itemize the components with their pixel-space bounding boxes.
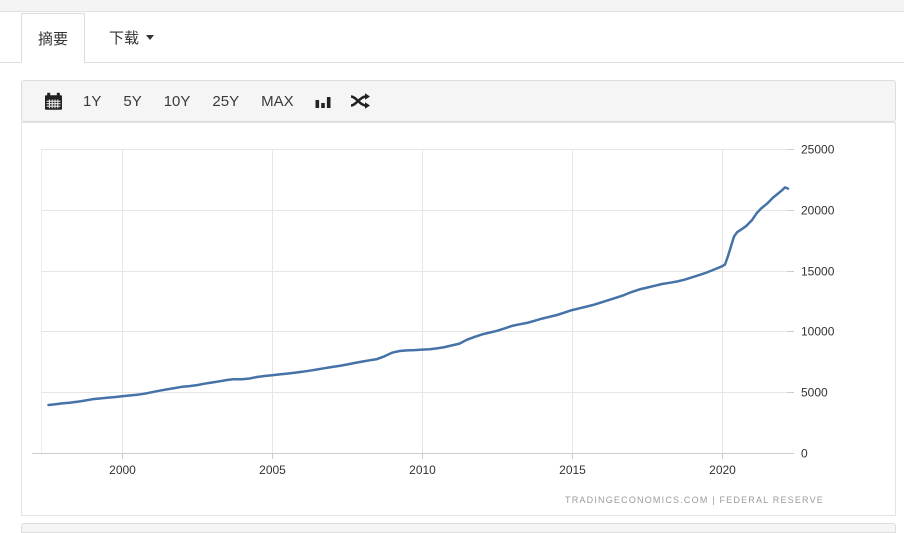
range-button-10y[interactable]: 10Y xyxy=(163,92,191,110)
svg-text:2000: 2000 xyxy=(109,463,136,477)
chart-toolbar: 1Y 5Y 10Y 25Y MAX xyxy=(21,80,896,122)
top-strip xyxy=(0,0,904,12)
line-chart[interactable]: 0 5000 10000 15000 20000 25000 2000 2005 2010 201… xyxy=(22,123,895,515)
chevron-down-icon xyxy=(146,35,155,40)
svg-text:2020: 2020 xyxy=(709,463,736,477)
calendar-icon xyxy=(44,92,63,111)
tab-summary-label: 摘要 xyxy=(37,31,68,48)
svg-text:2005: 2005 xyxy=(259,463,286,477)
bottom-strip xyxy=(21,523,896,533)
shuffle-icon xyxy=(350,92,371,110)
range-button-25y[interactable]: 25Y xyxy=(212,92,240,110)
range-button-5y[interactable]: 5Y xyxy=(123,92,142,110)
svg-text:2015: 2015 xyxy=(559,463,586,477)
range-button-max[interactable]: MAX xyxy=(261,92,294,110)
range-button-1y[interactable]: 1Y xyxy=(83,92,102,110)
svg-text:15000: 15000 xyxy=(801,265,835,279)
compare-button[interactable] xyxy=(341,81,380,121)
svg-text:10000: 10000 xyxy=(801,325,835,339)
svg-text:0: 0 xyxy=(801,447,808,461)
tab-download[interactable]: 下载 xyxy=(93,13,170,62)
tab-download-label: 下载 xyxy=(109,30,140,47)
svg-text:2010: 2010 xyxy=(409,463,436,477)
bar-chart-icon xyxy=(314,92,332,110)
chart-type-button[interactable] xyxy=(305,81,341,121)
svg-text:5000: 5000 xyxy=(801,386,828,400)
calendar-button[interactable] xyxy=(35,81,72,121)
chart-card: 0 5000 10000 15000 20000 25000 2000 2005 2010 201… xyxy=(21,122,896,516)
svg-text:20000: 20000 xyxy=(801,204,835,218)
tab-bar-divider xyxy=(0,62,904,63)
tab-summary[interactable]: 摘要 xyxy=(21,13,85,63)
chart-attribution: TRADINGECONOMICS.COM | FEDERAL RESERVE xyxy=(565,495,824,505)
svg-text:25000: 25000 xyxy=(801,143,835,157)
